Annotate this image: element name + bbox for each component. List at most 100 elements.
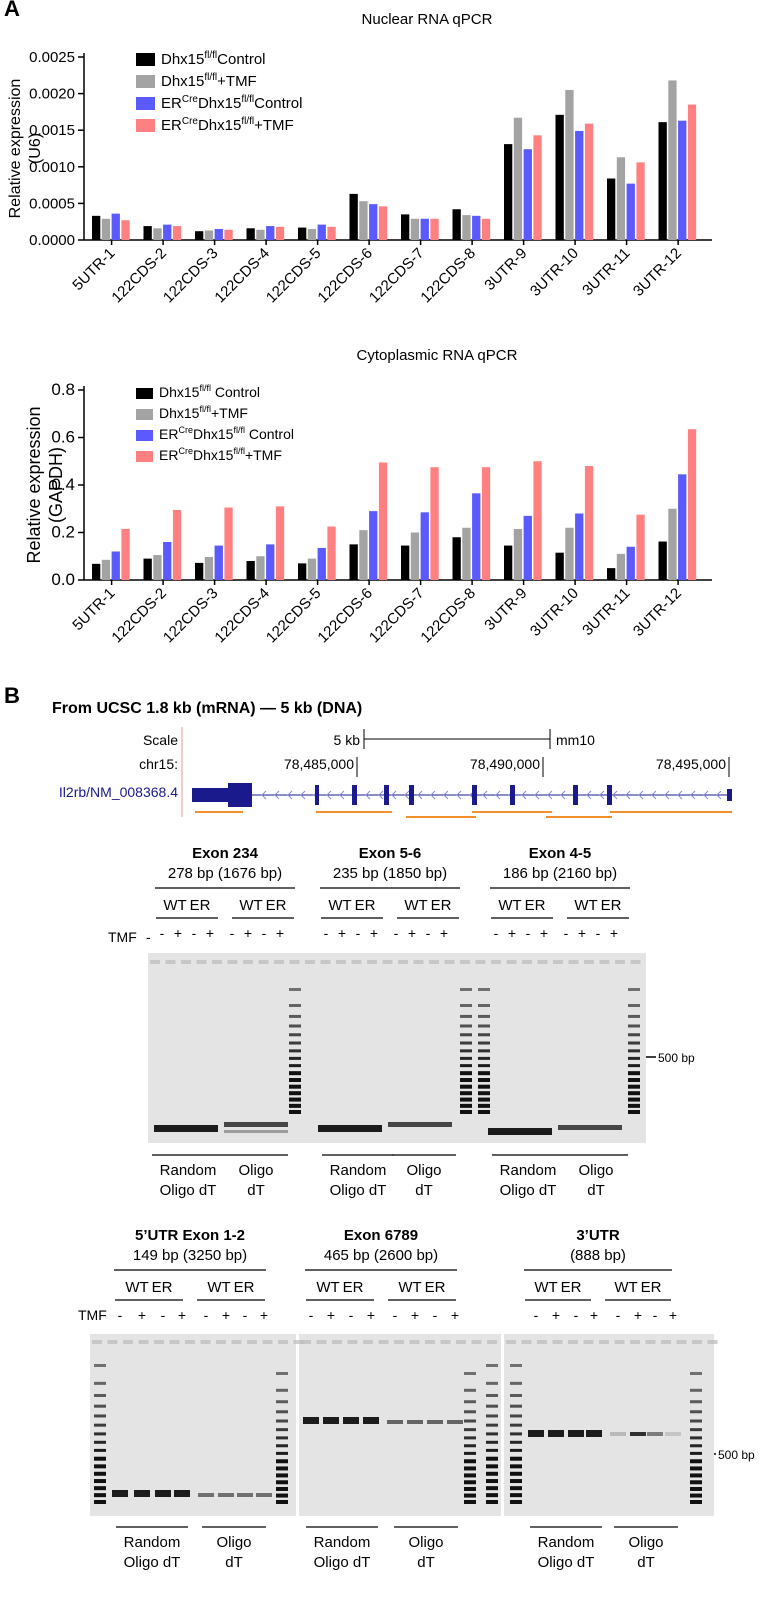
- ladder-band: [690, 1428, 702, 1432]
- tmf-sign: -: [534, 1307, 539, 1323]
- gel-group-title: 3’UTR: [576, 1227, 620, 1244]
- gel-group-size: 186 bp (2160 bp): [503, 865, 617, 882]
- bar: [687, 429, 697, 580]
- well: [491, 960, 501, 964]
- bar: [369, 204, 378, 240]
- dna-band: [303, 1417, 319, 1424]
- y-tick-label: 0.6: [51, 428, 75, 447]
- coord-2: 78,490,000: [470, 756, 540, 772]
- ladder-band: [464, 1459, 476, 1464]
- tmf-sign: +: [552, 1307, 560, 1323]
- well: [247, 1340, 257, 1344]
- primer-label-oligo: Oligo: [578, 1162, 613, 1179]
- bar: [575, 513, 584, 580]
- well: [378, 1340, 389, 1344]
- bar: [163, 224, 172, 240]
- bar: [584, 123, 594, 240]
- gel-group-size: 235 bp (1850 bp): [333, 865, 447, 882]
- ucsc-title: From UCSC 1.8 kb (mRNA) — 5 kb (DNA): [52, 700, 363, 717]
- bar: [626, 546, 635, 580]
- gel-image: [148, 953, 646, 1143]
- primer-label-random: Random: [538, 1534, 595, 1551]
- tmf-sign: -: [564, 925, 569, 941]
- tmf-sign: -: [596, 925, 601, 941]
- bar: [369, 511, 378, 580]
- ladder-band: [478, 1033, 490, 1037]
- ladder-band: [464, 1428, 476, 1432]
- bar: [481, 467, 491, 580]
- size-marker-label: 500 bp: [658, 1051, 695, 1065]
- tmf-sign: +: [138, 1307, 146, 1323]
- tmf-sign: +: [440, 925, 448, 941]
- well: [471, 1340, 482, 1344]
- dna-band: [112, 1490, 128, 1497]
- tmf-label: TMF: [78, 1307, 107, 1323]
- bar: [256, 556, 265, 580]
- ladder-band: [510, 1394, 522, 1398]
- well: [409, 1340, 420, 1344]
- x-tick-label: 5UTR-1: [69, 585, 118, 634]
- ladder-band: [460, 1041, 472, 1045]
- ladder-band: [464, 1410, 476, 1414]
- tmf-sign: +: [508, 925, 516, 941]
- y-tick-label: 0.2: [51, 523, 75, 542]
- bar: [246, 228, 255, 240]
- y-tick-label: 0.8: [51, 380, 75, 399]
- y-axis-label: Relative expression (GAPDH): [24, 406, 66, 563]
- legend-swatch: [136, 451, 153, 462]
- bar: [636, 162, 645, 240]
- ladder-band: [94, 1448, 106, 1452]
- x-tick-label: 3UTR-9: [481, 585, 530, 634]
- well: [289, 960, 300, 964]
- ladder-band: [690, 1459, 702, 1464]
- coord-1: 78,485,000: [284, 756, 354, 772]
- gel-group-size: 465 bp (2600 bp): [324, 1247, 438, 1264]
- bar: [410, 218, 420, 240]
- ladder-band: [464, 1480, 476, 1485]
- gel-group-title: Exon 4-5: [529, 845, 592, 862]
- primer-label-oligo: Oligo: [216, 1534, 251, 1551]
- dna-band: [606, 1125, 622, 1130]
- well: [413, 960, 424, 964]
- legend-entry: Dhx15fl/fl+TMF: [161, 72, 257, 90]
- well: [258, 960, 269, 964]
- ladder-band: [94, 1423, 106, 1427]
- bar: [555, 552, 564, 580]
- y-tick-label: 0.0010: [29, 159, 75, 176]
- ladder-band: [464, 1500, 476, 1504]
- x-tick-label: 3UTR-10: [527, 585, 582, 640]
- dna-band: [427, 1420, 443, 1424]
- lane-label-er: ER: [601, 897, 622, 914]
- well: [676, 1340, 687, 1344]
- primer-label-random: Random: [314, 1534, 371, 1551]
- ladder-band: [94, 1381, 106, 1385]
- gene-model: [192, 783, 732, 807]
- scale-bar: [363, 729, 551, 749]
- dna-band: [363, 1417, 379, 1424]
- x-tick-label: 122CDS-3: [160, 585, 222, 647]
- bar: [430, 467, 439, 580]
- x-tick-label: 122CDS-8: [417, 585, 479, 647]
- bar: [195, 562, 204, 580]
- lane-label-wt: WT: [534, 1279, 557, 1296]
- ladder-band: [486, 1486, 498, 1491]
- ladder-band: [510, 1456, 522, 1461]
- primer-label-dt: dT: [415, 1182, 433, 1199]
- bar: [111, 213, 120, 240]
- bar: [307, 558, 317, 580]
- x-tick-label: 122CDS-8: [417, 245, 479, 307]
- dna-band: [154, 1125, 170, 1132]
- ladder-band: [464, 1388, 476, 1392]
- well: [398, 960, 408, 964]
- tmf-sign: -: [262, 925, 267, 941]
- well: [661, 1340, 671, 1344]
- well: [614, 1340, 625, 1344]
- ladder-band: [628, 1049, 640, 1053]
- well: [305, 960, 315, 964]
- tmf-sign: -: [653, 1307, 658, 1323]
- ladder-band: [478, 1097, 490, 1102]
- tmf-sign: +: [244, 925, 252, 941]
- x-tick-label: 122CDS-6: [314, 245, 376, 307]
- dna-band: [574, 1125, 590, 1130]
- ladder-band: [486, 1440, 498, 1444]
